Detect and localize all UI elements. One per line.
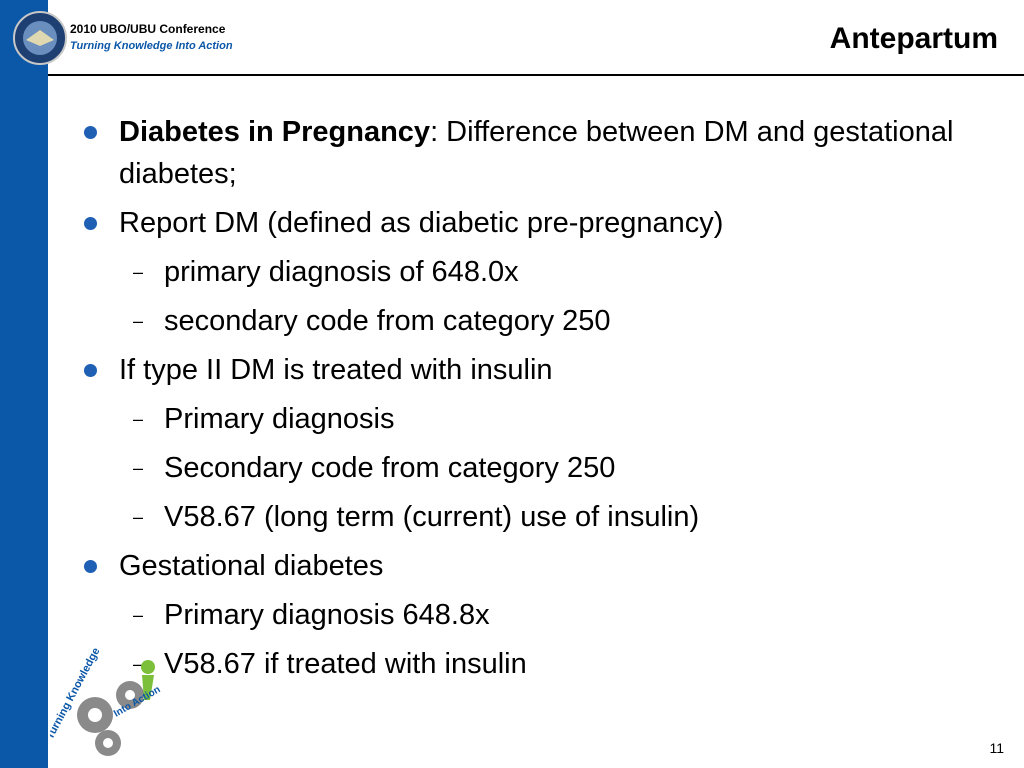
logo: Turning Knowledge Into Action bbox=[50, 646, 162, 756]
bullet-list: Diabetes in Pregnancy: Difference betwee… bbox=[80, 111, 960, 692]
page-number: 11 bbox=[989, 740, 1004, 756]
bullet-item: Report DM (defined as diabetic pre-pregn… bbox=[80, 202, 960, 244]
sub-dash: – bbox=[133, 311, 144, 331]
seal bbox=[13, 11, 67, 65]
sub-item: – Primary diagnosis 648.8x bbox=[80, 594, 960, 636]
sub-dash: – bbox=[133, 654, 144, 674]
bullet-text: : Difference between DM and gestational … bbox=[119, 116, 954, 190]
sub-text: Primary diagnosis 648.8x bbox=[164, 599, 490, 631]
sub-dash: – bbox=[133, 262, 144, 282]
sub-item: – Secondary code from category 250 bbox=[80, 447, 960, 489]
bullet-text: Gestational diabetes bbox=[119, 550, 384, 582]
sub-dash: – bbox=[133, 409, 144, 429]
sub-dash: – bbox=[133, 507, 144, 527]
sub-text: Primary diagnosis bbox=[164, 403, 395, 435]
conference: 2010 UBO/UBU Conference bbox=[70, 22, 226, 36]
bullet-text: If type II DM is treated with insulin bbox=[119, 354, 553, 386]
tagline: Turning Knowledge Into Action bbox=[70, 40, 233, 52]
sub-text: V58.67 (long term (current) use of insul… bbox=[164, 501, 700, 533]
sub-item: – V58.67 (long term (current) use of insu… bbox=[80, 496, 960, 538]
sub-item: – Primary diagnosis bbox=[80, 398, 960, 440]
sub-item: – secondary code from category 250 bbox=[80, 300, 960, 342]
bullet-item: If type II DM is treated with insulin bbox=[80, 349, 960, 391]
bullet-text: Report DM (defined as diabetic pre-pregn… bbox=[119, 207, 724, 239]
bullet-dot bbox=[84, 560, 97, 573]
bullet-item: Diabetes in Pregnancy: Difference betwee… bbox=[80, 111, 960, 195]
sub-text: Secondary code from category 250 bbox=[164, 452, 616, 484]
sub-dash: – bbox=[133, 458, 144, 478]
header-rule bbox=[48, 74, 1024, 76]
sub-dash: – bbox=[133, 605, 144, 625]
bullet-dot bbox=[84, 217, 97, 230]
sub-item: – primary diagnosis of 648.0x bbox=[80, 251, 960, 293]
sub-text: primary diagnosis of 648.0x bbox=[164, 256, 519, 288]
bullet-item: Gestational diabetes bbox=[80, 545, 960, 587]
bullet-bold: Diabetes in Pregnancy bbox=[119, 116, 431, 148]
slide-title: Antepartum bbox=[829, 22, 998, 55]
sub-text: secondary code from category 250 bbox=[164, 305, 611, 337]
side-bar bbox=[0, 0, 48, 768]
sub-item: – V58.67 if treated with insulin bbox=[80, 643, 960, 685]
bullet-dot bbox=[84, 364, 97, 377]
bullet-dot bbox=[84, 126, 97, 139]
sub-text: V58.67 if treated with insulin bbox=[164, 648, 527, 680]
